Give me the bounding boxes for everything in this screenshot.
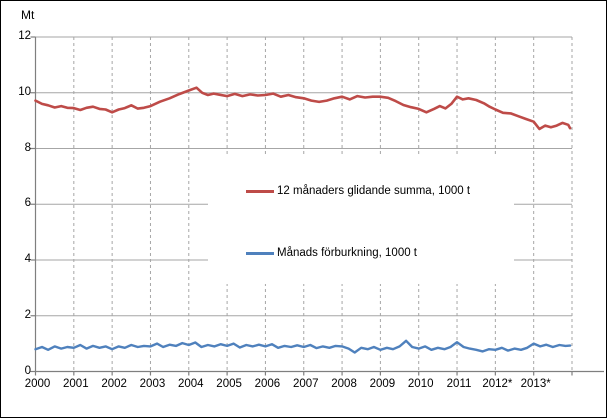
x-axis-tick-label: 2001 <box>63 378 89 390</box>
x-axis-tick-label: 2009 <box>369 378 396 390</box>
x-axis-tick-label: 2011 <box>446 378 472 390</box>
y-axis-tick-label: 0 <box>24 364 31 377</box>
y-axis-unit-label: Mt <box>21 8 35 22</box>
x-axis-tick-label: 2008 <box>331 378 357 390</box>
y-axis-tick-label: 4 <box>24 253 31 265</box>
y-axis-tick-label: 6 <box>24 197 31 210</box>
x-axis-tick-label: 2010 <box>407 378 434 390</box>
x-axis-tick-label: 2002 <box>101 378 127 390</box>
series-line-manads-forburkning <box>34 339 572 354</box>
vertical-gridlines <box>73 37 573 372</box>
x-axis-tick-label: 2003 <box>139 378 166 390</box>
legend-item-manads-forburkning: Månads förburkning, 1000 t <box>246 246 417 260</box>
x-axis-tick-label: 2012* <box>482 378 513 390</box>
x-axis-tick-label: 2006 <box>254 378 281 390</box>
y-axis-tick-label: 10 <box>18 85 31 98</box>
legend-label: 12 månaders glidande summa, 1000 t <box>277 185 471 197</box>
legend: 12 månaders glidande summa, 1000 t Månad… <box>208 154 514 284</box>
legend-swatch-red-line <box>246 189 274 193</box>
y-axis-tick-label: 8 <box>24 141 31 154</box>
series-line-12m-glidande-summa <box>34 86 572 131</box>
legend-item-12m-glidande-summa: 12 månaders glidande summa, 1000 t <box>246 184 470 198</box>
x-axis-tick-label: 2005 <box>216 378 242 390</box>
legend-label: Månads förburkning, 1000 t <box>277 247 418 259</box>
x-axis-tick-label: 2013* <box>520 378 551 390</box>
x-axis-tick-label: 2000 <box>24 378 51 390</box>
x-axis-tick-label: 2004 <box>177 378 204 390</box>
y-axis-tick-label: 12 <box>18 30 31 42</box>
legend-swatch-blue-line <box>246 251 274 255</box>
y-axis-tick-label: 2 <box>24 308 31 321</box>
axis-ticks <box>30 36 573 376</box>
x-axis-tick-label: 2007 <box>292 378 319 390</box>
